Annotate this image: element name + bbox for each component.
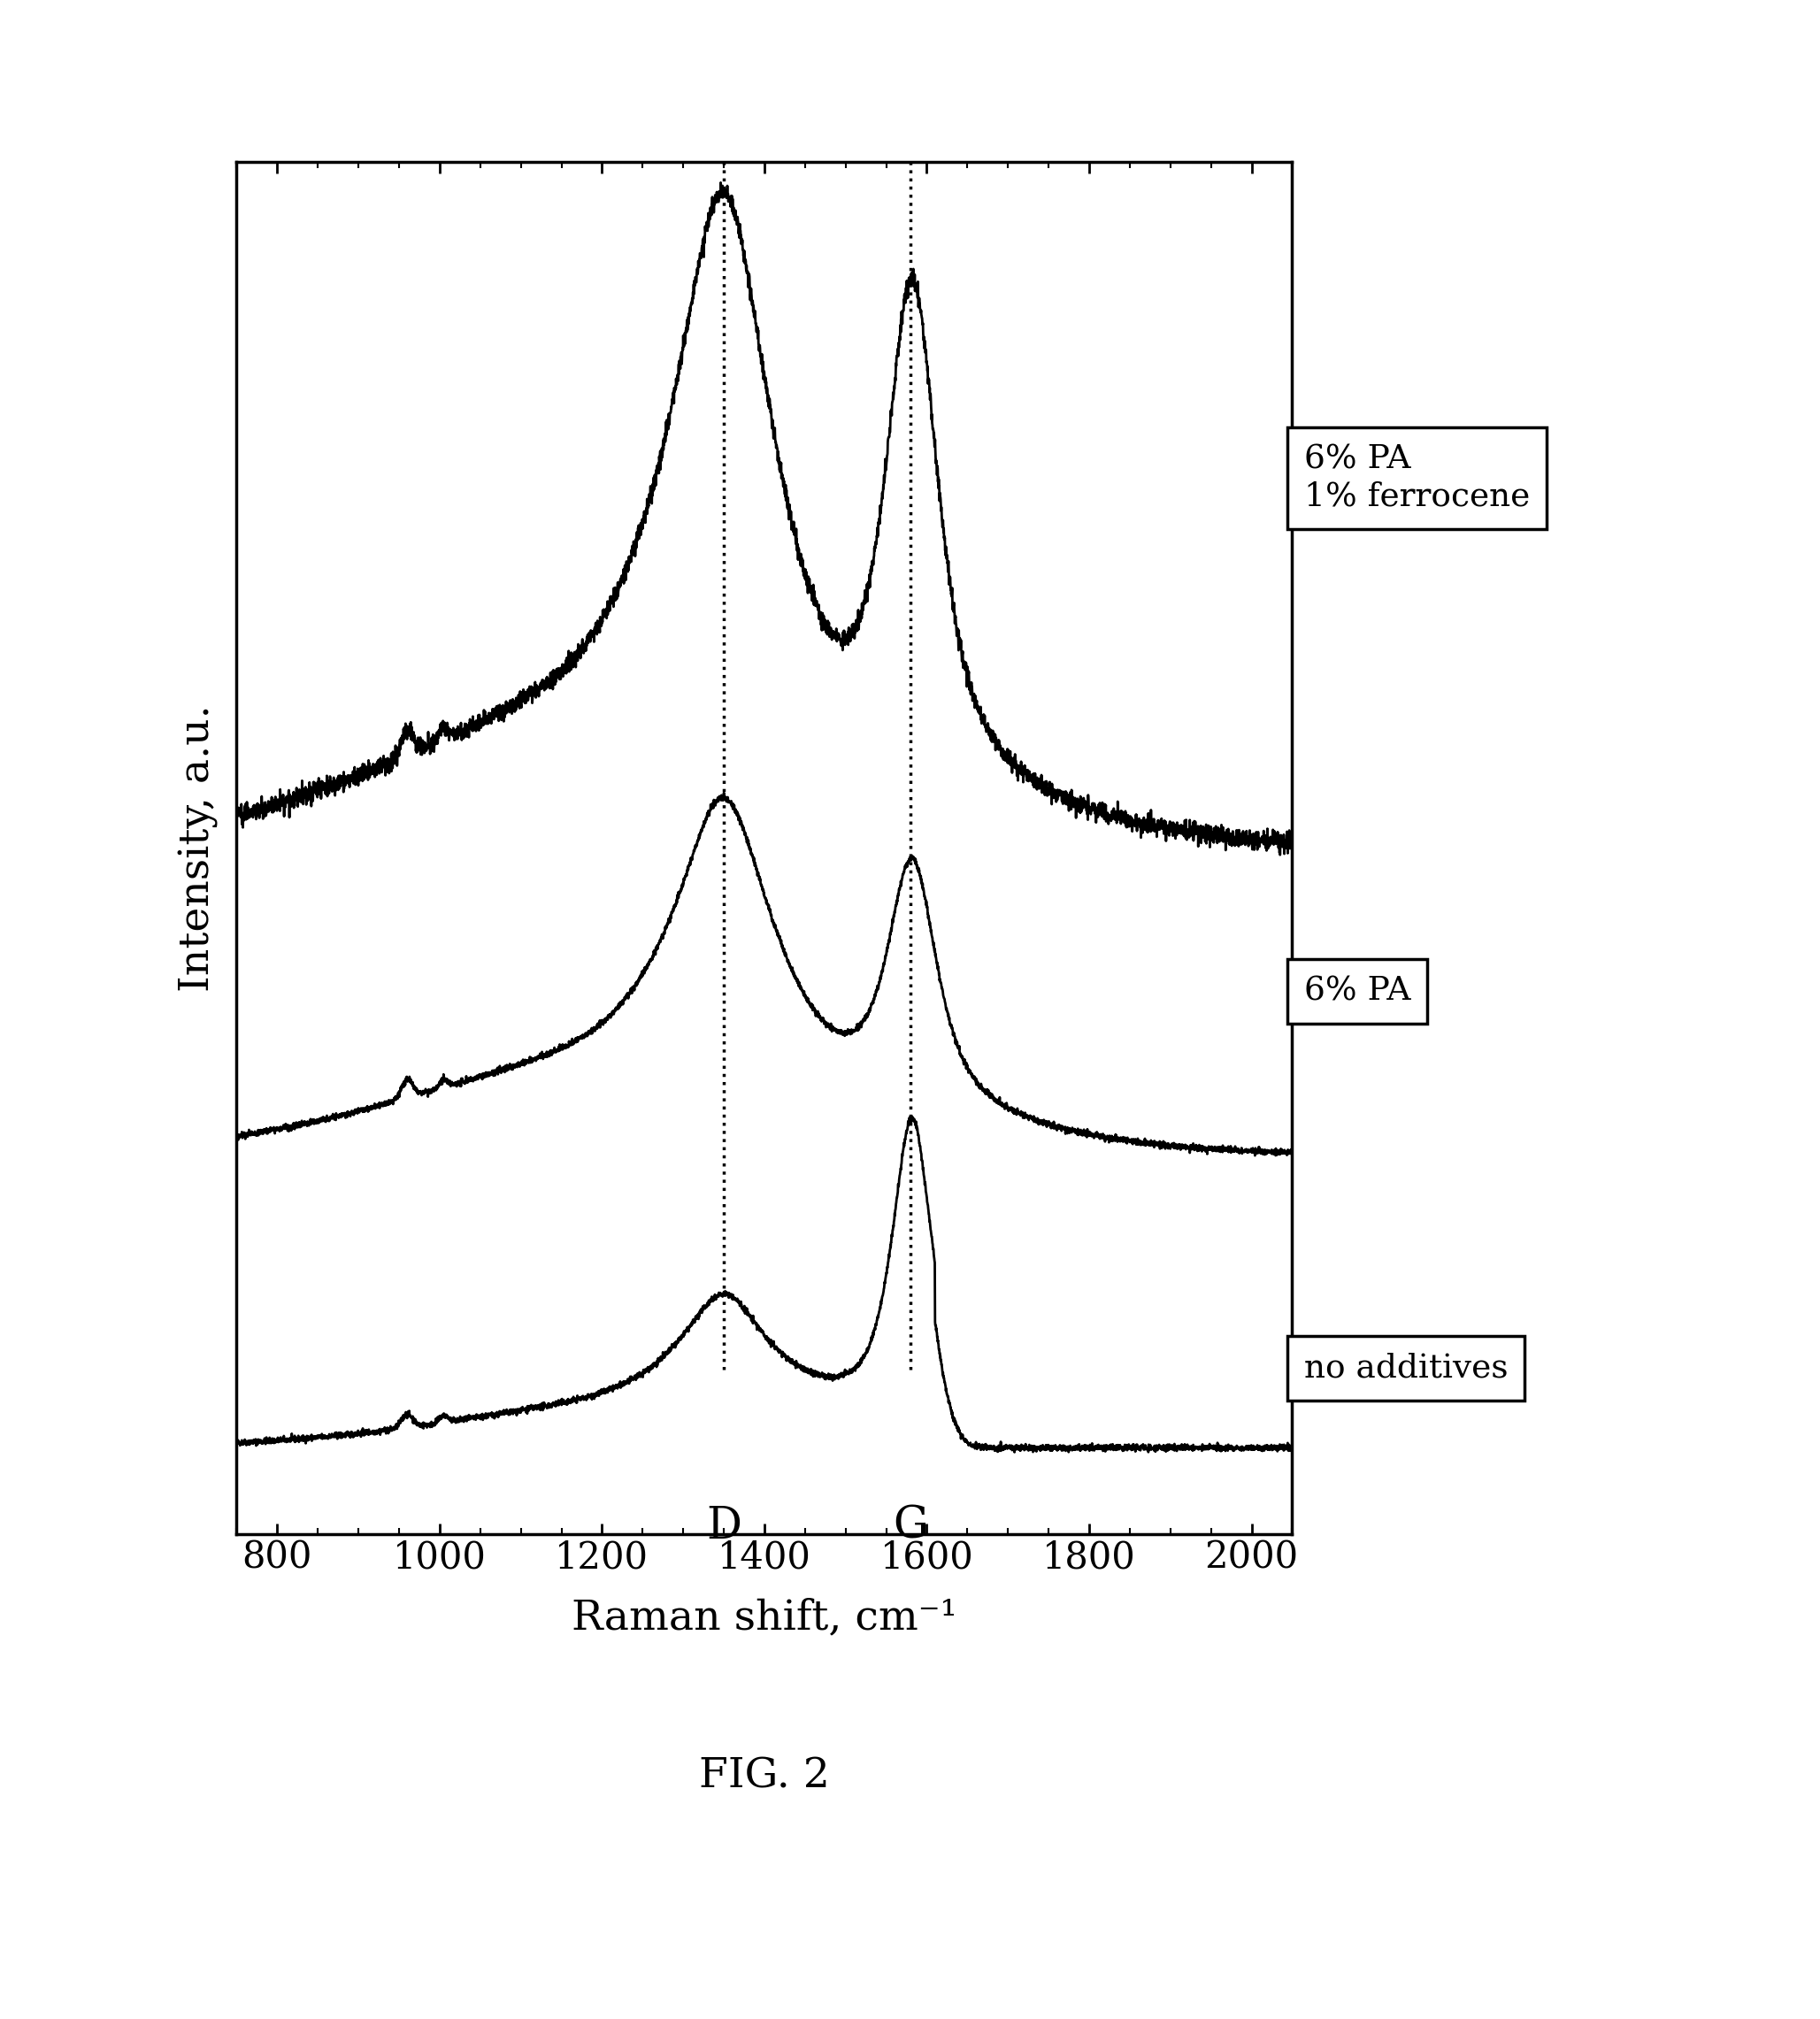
Text: D: D (706, 1504, 741, 1549)
Text: 6% PA
1% ferrocene: 6% PA 1% ferrocene (1305, 444, 1531, 513)
Text: no additives: no additives (1305, 1353, 1509, 1385)
Y-axis label: Intensity, a.u.: Intensity, a.u. (178, 705, 218, 991)
X-axis label: Raman shift, cm⁻¹: Raman shift, cm⁻¹ (571, 1597, 957, 1637)
Text: 6% PA: 6% PA (1305, 975, 1410, 1007)
Text: FIG. 2: FIG. 2 (699, 1757, 830, 1797)
Text: G: G (894, 1504, 928, 1549)
